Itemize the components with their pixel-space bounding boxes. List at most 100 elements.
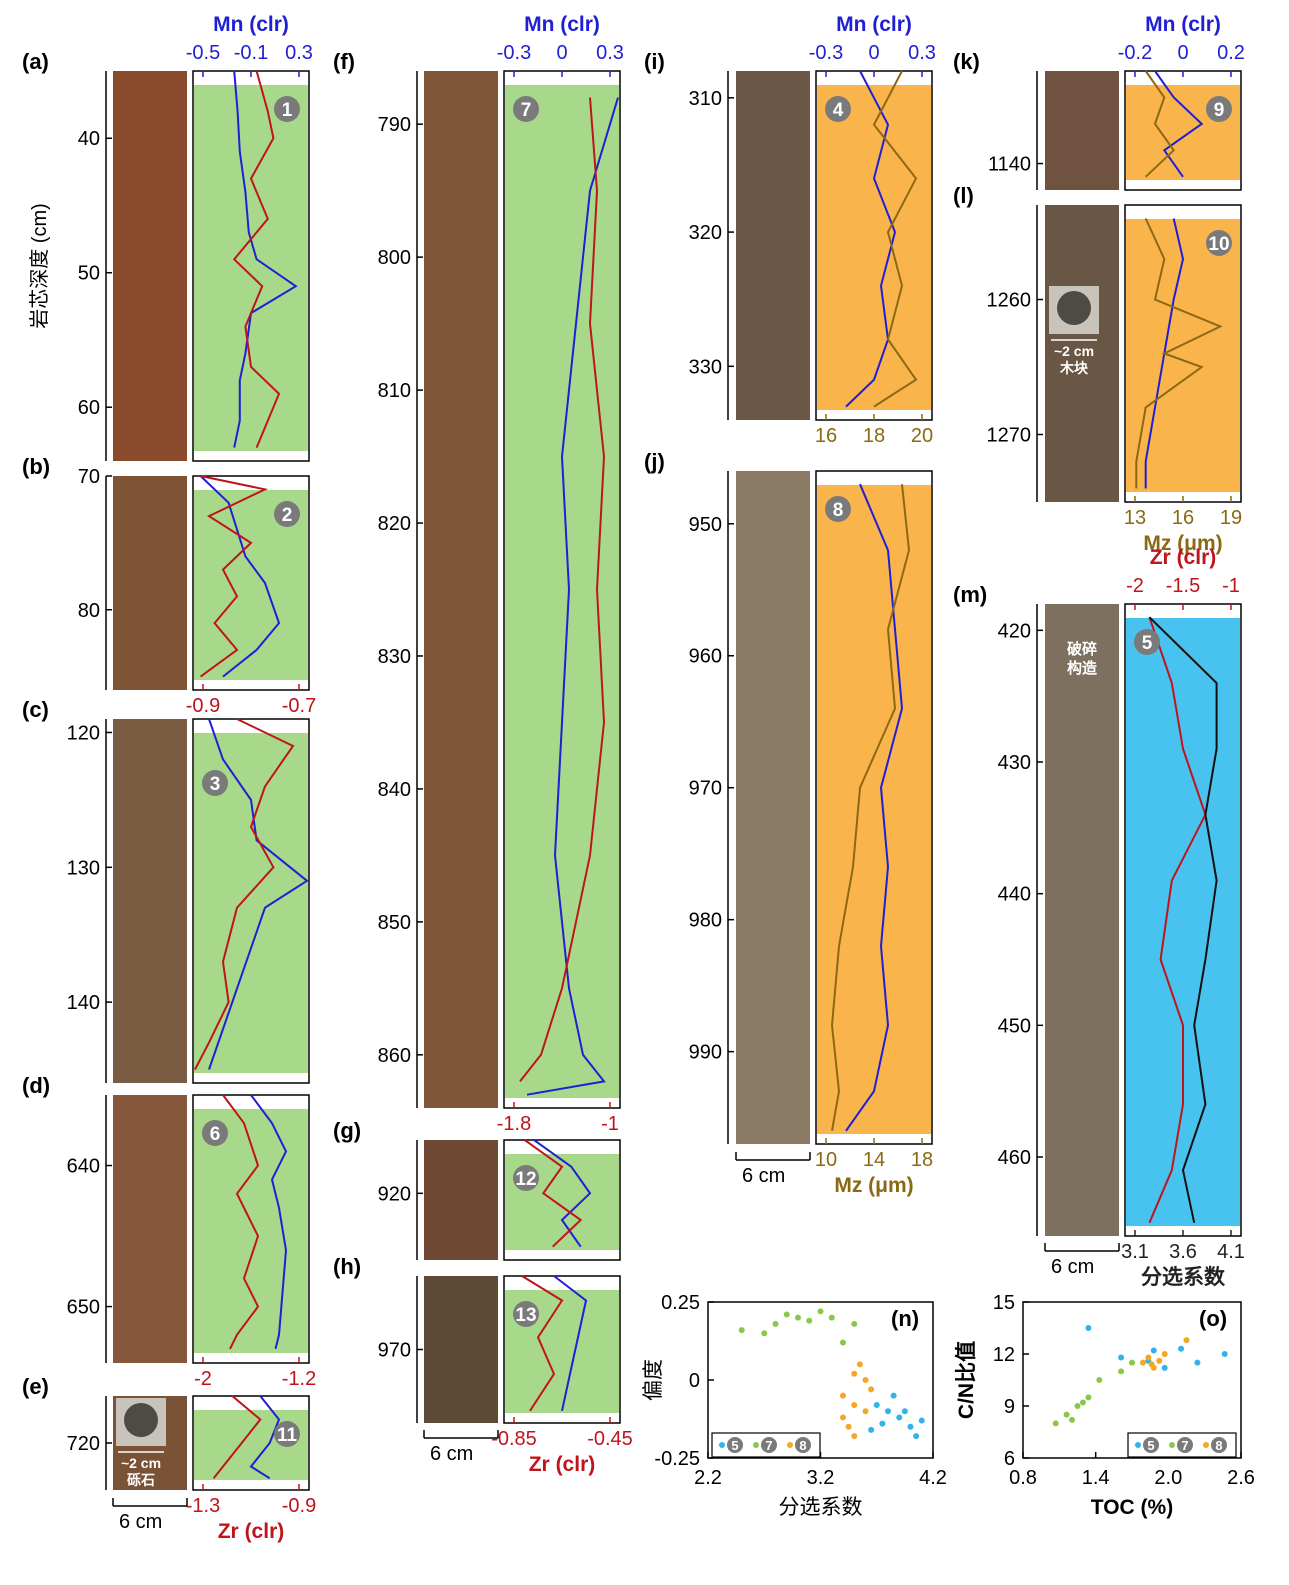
scatter-point (795, 1314, 801, 1321)
scale-bar-label: 6 cm (430, 1443, 473, 1465)
legend-label: 7 (1181, 1438, 1188, 1453)
series-sorting (1148, 616, 1218, 1224)
scatter-point (1063, 1411, 1070, 1418)
depth-tick-label: 50 (78, 263, 100, 285)
legend-dot (719, 1442, 725, 1448)
scale-bar-label: 6 cm (742, 1165, 785, 1187)
panel-m: (m) 420 430 440 450 460 5 -2 -1.5 -1Zr (clr) 3.1 3.… (953, 546, 1245, 1289)
depth-tick-label: 640 (67, 1156, 100, 1178)
scatter-point (890, 1392, 897, 1399)
core-photo (1045, 604, 1119, 1236)
panel-letter: (h) (333, 1254, 361, 1279)
depth-tick-label: 950 (689, 514, 722, 536)
core-photo (424, 1276, 498, 1423)
panel-letter: (n) (891, 1306, 919, 1331)
unit-badge-label: 11 (277, 1425, 298, 1446)
scatter-point (828, 1314, 835, 1321)
bottom-tick-label: -1.8 (497, 1113, 531, 1135)
scale-bar: 6 cm (735, 1152, 811, 1187)
panel-n: (n) 2.2 3.2 4.2 0.25 0 -0.25 分选系数 偏度 5 7 8 (642, 1292, 947, 1519)
panel-letter: (g) (333, 1118, 361, 1143)
core-photo (1045, 205, 1119, 502)
scatter-point (761, 1330, 768, 1337)
panel-letter: (i) (644, 49, 665, 74)
panel-letter: (f) (333, 49, 355, 74)
depth-tick-label: 460 (998, 1147, 1031, 1169)
unit-badge (825, 496, 851, 522)
panel-o: (o) 0.8 1.4 2.0 2.6 15 12 9 6 TOC (%) C/N比值 5 7 8 (954, 1292, 1255, 1519)
series-mz (1135, 218, 1223, 489)
core-photo (736, 71, 810, 420)
depth-tick-label: 970 (689, 778, 722, 800)
scatter-point (845, 1423, 852, 1430)
inset-object-label: 木块 (1059, 360, 1089, 376)
scatter-point (1085, 1394, 1092, 1401)
depth-tick-label: 860 (378, 1045, 411, 1067)
panel-j: (j) 950 960 970 980 990 8 10 14 18 Mz (μm) (644, 449, 933, 1197)
scatter-point (1148, 1361, 1155, 1368)
bottom-tick-label: 4.1 (1217, 1241, 1245, 1263)
bottom-tick-label: -0.9 (186, 695, 220, 717)
panel-l: (l) 1260 1270 10 13 16 19 Mz (μm) (953, 183, 1242, 555)
series-mz (872, 70, 918, 408)
core-photo (736, 471, 810, 1144)
scatter-point (896, 1414, 903, 1421)
y-axis-title: C/N比值 (954, 1341, 978, 1419)
scatter-point (1118, 1368, 1125, 1375)
panel-k: (k) 1140 9 -0.2 0 0.2 Mn (clr) (953, 13, 1245, 191)
bottom-axis-title: Mz (μm) (1143, 532, 1222, 555)
top-tick-label: -0.5 (186, 42, 220, 64)
bottom-axis-title: Zr (clr) (218, 1520, 285, 1543)
bottom-tick-label: 3.1 (1121, 1241, 1149, 1263)
legend-badge (761, 1437, 777, 1453)
depth-tick-label: 120 (67, 722, 100, 744)
scatter-point (840, 1414, 846, 1421)
scatter-point (862, 1377, 869, 1383)
scatter-point (1085, 1325, 1092, 1331)
bottom-tick-label: -1.2 (282, 1368, 316, 1390)
top-tick-label: 0 (1177, 42, 1188, 64)
unit-badge-label: 10 (1208, 234, 1229, 255)
bottom-axis-title: Zr (clr) (529, 1453, 596, 1476)
bottom-tick-label: -0.45 (587, 1428, 633, 1450)
bottom-tick-label: -1 (601, 1113, 619, 1135)
scatter-point (1052, 1420, 1059, 1427)
scatter-point (840, 1339, 846, 1346)
series-zr (200, 475, 269, 678)
x-tick-label: 4.2 (919, 1467, 947, 1489)
unit-badge (202, 1120, 228, 1146)
scatter-point (851, 1401, 858, 1408)
top-tick-label: -1.5 (1166, 575, 1200, 597)
scatter-point (840, 1392, 846, 1399)
unit-badge-label: 13 (515, 1305, 536, 1326)
depth-tick-label: 1270 (987, 425, 1032, 447)
x-tick-label: 3.2 (807, 1467, 835, 1489)
y-tick-label: -0.25 (654, 1448, 700, 1470)
depth-tick-label: 1260 (987, 290, 1032, 312)
unit-fill (817, 485, 931, 1134)
top-tick-label: 0.2 (1217, 42, 1245, 64)
panel-e: (e) 720 11 -1.3 -0.9 Zr (clr) (22, 1374, 316, 1543)
bottom-tick-label: 16 (1172, 507, 1194, 529)
legend-dot (1169, 1442, 1175, 1448)
unit-badge (1206, 96, 1232, 122)
depth-tick-label: 80 (78, 600, 100, 622)
scatter-point (1221, 1351, 1228, 1357)
series-zr (521, 1275, 564, 1412)
bottom-tick-label: -0.9 (282, 1495, 316, 1517)
top-tick-label: -0.3 (809, 42, 843, 64)
y-tick-label: 15 (993, 1292, 1015, 1314)
scatter-point (1161, 1364, 1168, 1371)
bottom-tick-label: 10 (815, 1149, 837, 1171)
scatter-point (1183, 1337, 1190, 1344)
scale-bar: 6 cm (1044, 1243, 1120, 1278)
scatter-point (1150, 1347, 1157, 1354)
scatter-point (851, 1433, 858, 1440)
unit-badge (274, 96, 300, 122)
top-tick-label: -0.3 (497, 42, 531, 64)
panel-a: (a) 40 50 60 岩芯深度 (cm) 1 -0.5 -0.1 0.3 Mn (clr) (22, 13, 313, 462)
scatter-point (806, 1317, 813, 1324)
panel-letter: (o) (1199, 1306, 1227, 1331)
series-zr (212, 1395, 262, 1479)
